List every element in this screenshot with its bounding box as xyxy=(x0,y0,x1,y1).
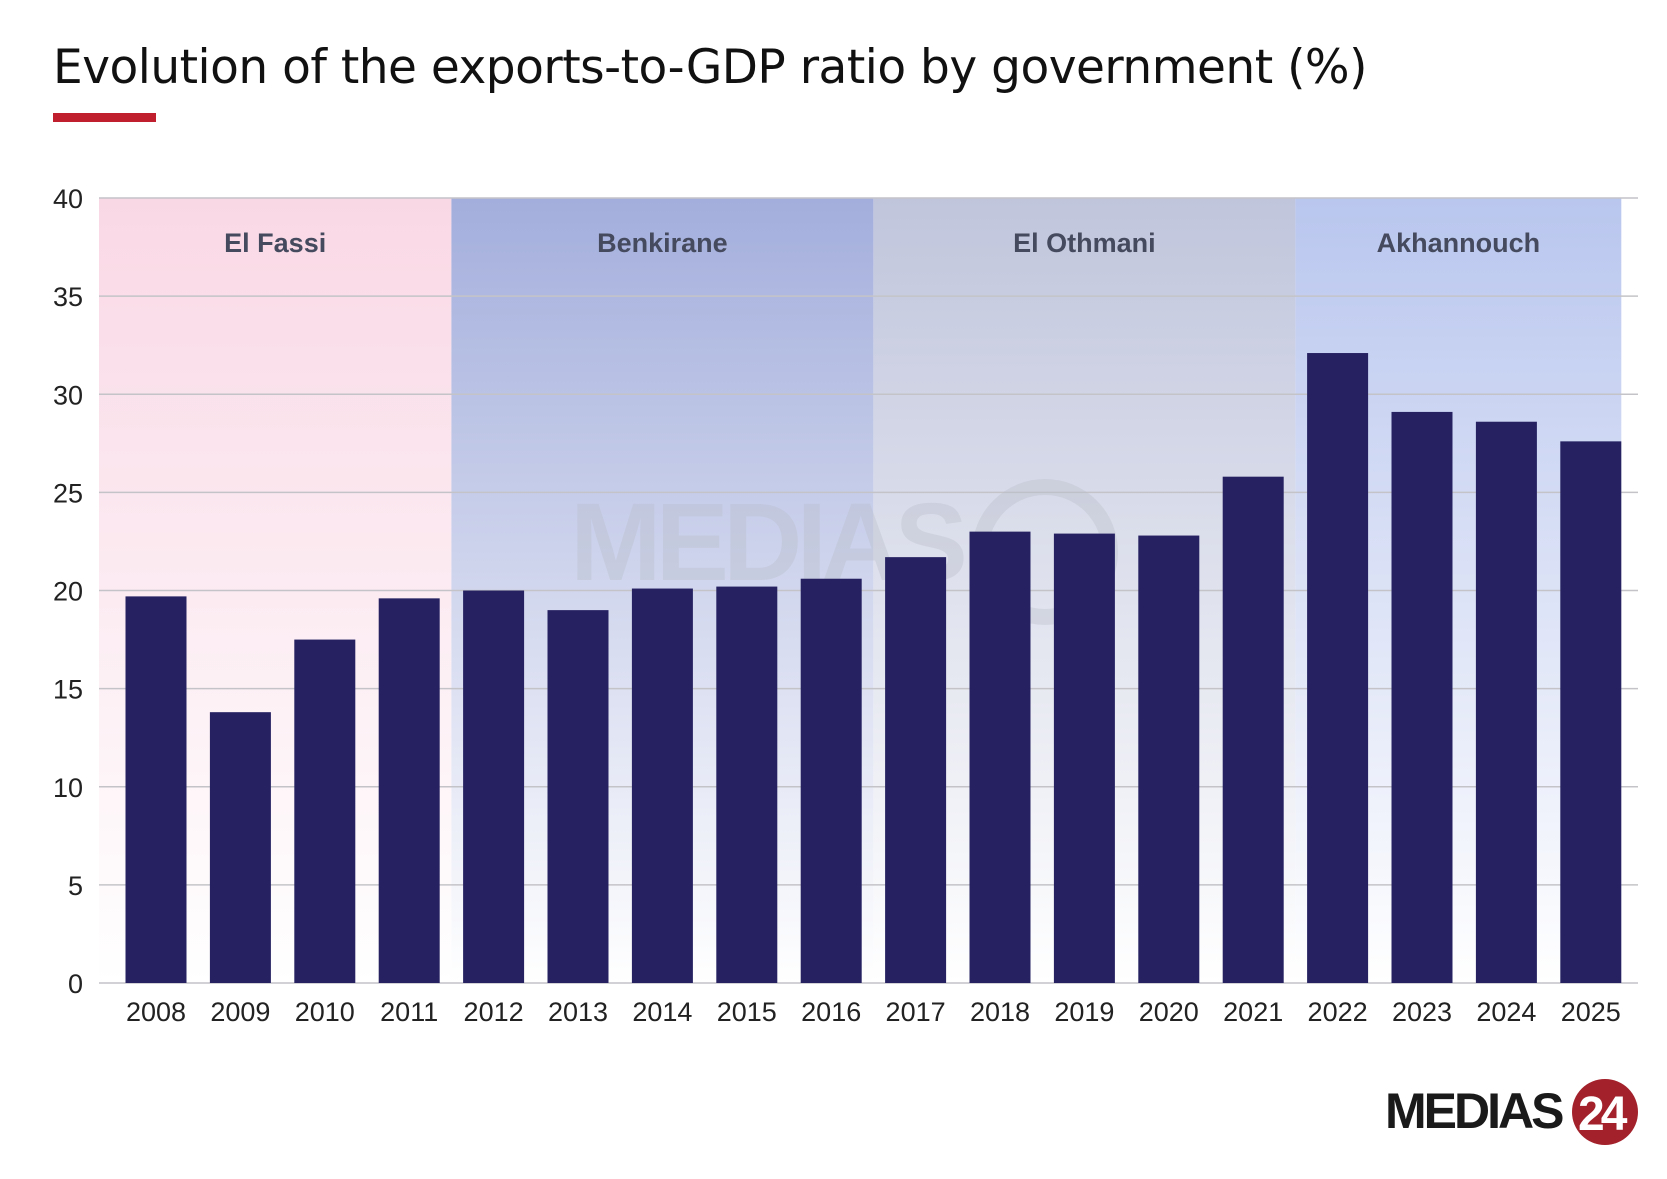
bar-2019 xyxy=(1053,533,1115,983)
medias24-logo: MEDIAS 24 xyxy=(1385,1079,1638,1145)
bar-2024 xyxy=(1475,421,1537,984)
period-label: Akhannouch xyxy=(1377,228,1541,258)
bar-2009 xyxy=(209,712,271,983)
x-tick-label: 2017 xyxy=(886,997,946,1027)
bar-2023 xyxy=(1391,411,1453,984)
bar-2008 xyxy=(125,596,187,983)
x-tick-label: 2022 xyxy=(1308,997,1368,1027)
chart-title: Evolution of the exports-to-GDP ratio by… xyxy=(53,40,1367,95)
x-tick-label: 2015 xyxy=(717,997,777,1027)
y-tick-label: 25 xyxy=(53,478,83,508)
x-tick-label: 2013 xyxy=(548,997,608,1027)
bar-2014 xyxy=(631,588,693,983)
x-tick-label: 2011 xyxy=(380,997,438,1027)
y-tick-label: 0 xyxy=(68,969,83,999)
bar-2015 xyxy=(716,586,778,983)
bar-2010 xyxy=(294,639,356,983)
y-tick-label: 40 xyxy=(53,184,83,214)
x-tick-label: 2009 xyxy=(210,997,270,1027)
x-tick-label: 2020 xyxy=(1139,997,1199,1027)
x-tick-label: 2025 xyxy=(1561,997,1621,1027)
y-tick-label: 35 xyxy=(53,282,83,312)
period-label: Benkirane xyxy=(597,228,728,258)
x-tick-label: 2024 xyxy=(1476,997,1536,1027)
bar-2016 xyxy=(800,578,862,983)
bar-2020 xyxy=(1138,535,1200,983)
bar-2012 xyxy=(463,590,525,983)
bar-2013 xyxy=(547,610,609,983)
svg-text:24: 24 xyxy=(1578,1088,1628,1141)
y-tick-label: 30 xyxy=(53,380,83,410)
x-tick-label: 2008 xyxy=(126,997,186,1027)
bar-2025 xyxy=(1560,441,1622,984)
bar-2022 xyxy=(1307,353,1369,984)
y-tick-label: 10 xyxy=(53,773,83,803)
x-tick-label: 2016 xyxy=(801,997,861,1027)
x-tick-label: 2023 xyxy=(1392,997,1452,1027)
y-tick-label: 5 xyxy=(68,871,83,901)
x-tick-label: 2019 xyxy=(1054,997,1114,1027)
svg-text:MEDIAS: MEDIAS xyxy=(1385,1083,1563,1139)
y-tick-label: 15 xyxy=(53,675,83,705)
bar-2018 xyxy=(969,531,1031,983)
title-accent-bar xyxy=(53,113,156,122)
x-tick-label: 2010 xyxy=(295,997,355,1027)
period-label: El Fassi xyxy=(224,228,326,258)
bar-2021 xyxy=(1222,476,1284,983)
x-tick-label: 2012 xyxy=(464,997,524,1027)
x-tick-label: 2014 xyxy=(632,997,692,1027)
bar-2017 xyxy=(885,557,947,983)
y-tick-label: 20 xyxy=(53,577,83,607)
x-tick-label: 2018 xyxy=(970,997,1030,1027)
bar-2011 xyxy=(378,598,440,983)
period-label: El Othmani xyxy=(1013,228,1156,258)
x-tick-label: 2021 xyxy=(1223,997,1283,1027)
